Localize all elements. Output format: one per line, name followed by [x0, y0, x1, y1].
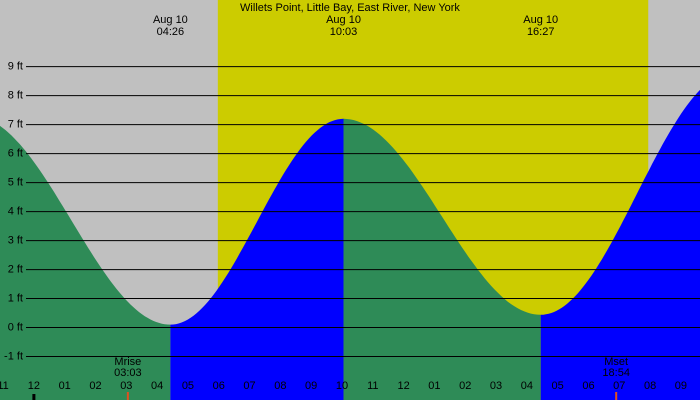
tide-area — [0, 125, 171, 400]
y-tick-label: 8 ft — [8, 90, 23, 102]
x-tick-label: 11 — [367, 380, 378, 392]
chart-title: Willets Point, Little Bay, East River, N… — [240, 2, 460, 14]
x-tick-label: 08 — [274, 380, 286, 392]
x-tick-label: 11 — [0, 380, 9, 392]
tide-area — [170, 118, 344, 400]
x-tick-label: 04 — [521, 380, 533, 392]
tide-area — [540, 89, 700, 400]
y-tick-label: 2 ft — [8, 263, 23, 275]
x-tick-label: 03 — [120, 380, 132, 392]
event-time: 10:03 — [330, 26, 358, 38]
x-tick-label: 12 — [397, 380, 409, 392]
event-date: Aug 10 — [523, 14, 558, 26]
moon-time: 03:03 — [114, 367, 142, 379]
y-tick-label: 4 ft — [8, 206, 23, 218]
event-date: Aug 10 — [153, 14, 188, 26]
x-tick-label: 09 — [305, 380, 317, 392]
x-tick-label: 05 — [182, 380, 194, 392]
moon-label: Mrise — [114, 356, 141, 368]
moon-time: 18:54 — [602, 367, 630, 379]
x-tick-label: 06 — [213, 380, 225, 392]
y-tick-label: 7 ft — [8, 119, 23, 131]
y-tick-label: 0 ft — [8, 321, 23, 333]
x-tick-label: 01 — [59, 380, 71, 392]
x-tick-label: 09 — [675, 380, 687, 392]
tide-area — [343, 118, 541, 400]
y-tick-label: 6 ft — [8, 148, 23, 160]
y-tick-label: 5 ft — [8, 177, 23, 189]
x-tick-label: 07 — [613, 380, 625, 392]
x-tick-label: 12 — [28, 380, 40, 392]
event-time: 04:26 — [157, 26, 185, 38]
event-date: Aug 10 — [326, 14, 361, 26]
event-time: 16:27 — [527, 26, 555, 38]
y-tick-label: 1 ft — [8, 292, 23, 304]
moon-label: Mset — [604, 356, 628, 368]
x-tick-label: 05 — [552, 380, 564, 392]
x-tick-label: 01 — [428, 380, 440, 392]
x-tick-label: 07 — [243, 380, 255, 392]
x-tick-label: 03 — [490, 380, 502, 392]
y-tick-label: 3 ft — [8, 234, 23, 246]
y-tick-label: 9 ft — [8, 61, 23, 73]
x-tick-label: 02 — [459, 380, 471, 392]
x-tick-label: 02 — [89, 380, 101, 392]
x-tick-label: 06 — [582, 380, 594, 392]
y-tick-label: -1 ft — [4, 350, 23, 362]
x-tick-label: 04 — [151, 380, 163, 392]
x-tick-label: 10 — [336, 380, 348, 392]
x-tick-label: 08 — [644, 380, 656, 392]
